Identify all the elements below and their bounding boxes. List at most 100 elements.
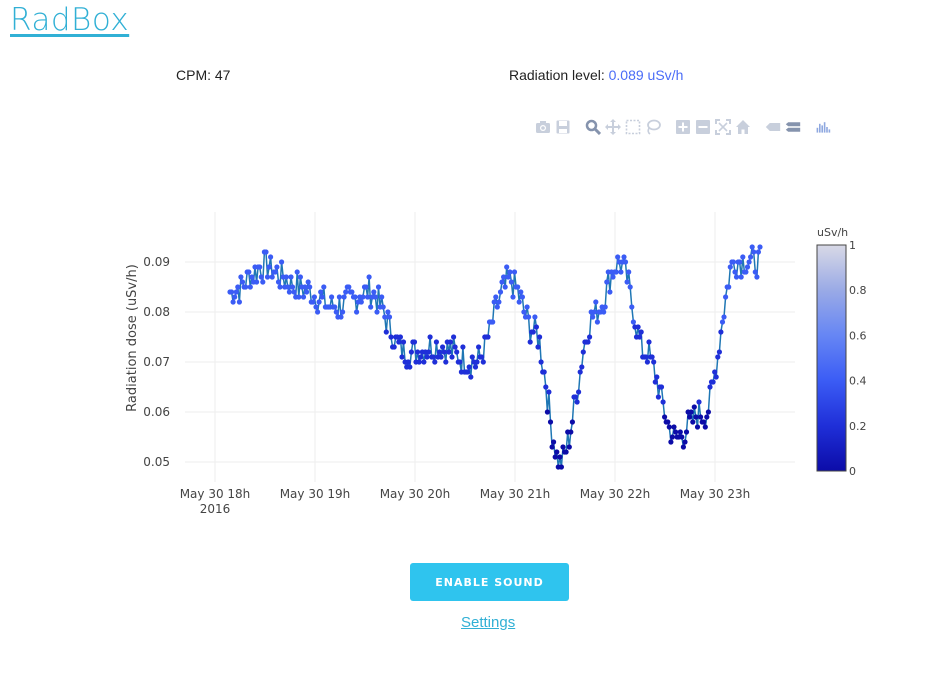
radbox-logo-link[interactable]: RadBox <box>10 2 130 38</box>
data-point <box>452 344 458 350</box>
autoscale-icon[interactable] <box>713 118 733 136</box>
data-point <box>354 309 360 315</box>
data-point <box>338 314 344 320</box>
data-point <box>371 289 377 295</box>
data-point <box>551 439 557 445</box>
data-point <box>441 349 447 355</box>
radiation-value: 0.089 uSv/h <box>608 67 684 83</box>
data-point <box>411 339 418 345</box>
data-point <box>744 264 751 270</box>
radiation-chart[interactable]: May 30 18h May 30 19h May 30 20h May 30 21h… <box>0 190 931 525</box>
data-point <box>315 309 321 315</box>
data-point <box>264 274 271 280</box>
data-point <box>652 379 658 385</box>
data-point <box>329 294 335 300</box>
home-icon[interactable] <box>733 118 753 136</box>
zoom-out-icon[interactable] <box>693 118 713 136</box>
data-point <box>730 259 737 265</box>
zoom-icon[interactable] <box>583 118 603 136</box>
data-point <box>497 289 504 295</box>
x-tick-label: May 30 19h <box>280 487 351 501</box>
y-axis: 0.05 0.06 0.07 0.08 0.09 <box>143 255 170 469</box>
data-point <box>321 284 327 290</box>
data-point <box>438 354 444 360</box>
data-point <box>544 409 551 415</box>
plotly-logo-icon[interactable] <box>813 118 833 136</box>
x-tick-label: May 30 21h <box>480 487 551 501</box>
data-point <box>755 249 762 255</box>
data-point <box>748 254 754 260</box>
data-point <box>660 399 666 405</box>
box-select-icon[interactable] <box>623 118 643 136</box>
data-point <box>637 334 643 340</box>
data-point <box>746 259 752 265</box>
zoom-in-icon[interactable] <box>673 118 693 136</box>
data-point <box>743 269 749 275</box>
data-point <box>372 294 378 300</box>
data-point <box>621 254 627 260</box>
data-point <box>701 419 707 425</box>
data-point <box>408 349 414 355</box>
settings-link[interactable]: Settings <box>461 614 516 631</box>
data-point <box>440 344 446 350</box>
data-point <box>526 314 532 320</box>
pan-icon[interactable] <box>603 118 623 136</box>
data-point <box>646 339 652 345</box>
data-point <box>516 299 522 305</box>
data-point <box>508 279 514 285</box>
data-point <box>673 429 679 435</box>
hover-compare-icon[interactable] <box>783 118 803 136</box>
data-point <box>754 274 760 280</box>
enable-sound-button[interactable]: ENABLE SOUND <box>410 563 569 601</box>
save-icon[interactable] <box>553 118 573 136</box>
y-tick-label: 0.07 <box>143 355 170 369</box>
data-point <box>368 304 374 310</box>
data-point <box>457 359 463 365</box>
data-point <box>532 314 538 320</box>
chart-grid <box>185 212 795 482</box>
data-point <box>294 269 300 275</box>
colorbar-tick-label: 0.4 <box>849 375 867 388</box>
data-point <box>239 279 246 285</box>
data-point <box>501 274 507 280</box>
data-point <box>732 269 738 275</box>
data-point <box>502 284 508 290</box>
data-point <box>274 264 280 270</box>
hover-closest-icon[interactable] <box>763 118 783 136</box>
data-point <box>449 354 455 360</box>
data-point <box>530 329 536 335</box>
cpm-label: CPM: <box>176 67 211 83</box>
data-point <box>587 334 593 340</box>
data-point <box>289 284 296 290</box>
data-point <box>493 294 499 300</box>
data-point <box>604 279 610 285</box>
data-point <box>375 284 382 290</box>
data-point <box>316 299 322 305</box>
data-point <box>421 359 427 365</box>
data-point <box>238 274 244 280</box>
data-point <box>696 399 702 405</box>
data-point <box>602 304 608 310</box>
data-point <box>537 334 543 340</box>
x-tick-sublabel: 2016 <box>200 502 231 516</box>
data-point <box>268 254 274 260</box>
data-point <box>382 314 388 320</box>
data-point <box>385 309 391 315</box>
data-point <box>494 304 500 310</box>
data-point <box>677 429 683 435</box>
colorbar-tick-label: 1 <box>849 239 856 252</box>
data-point <box>499 279 505 285</box>
data-point <box>490 319 496 325</box>
data-point <box>593 299 599 305</box>
colorbar-tick-label: 0 <box>849 465 856 478</box>
radiation-level-stat: Radiation level: 0.089 uSv/h <box>509 67 683 83</box>
lasso-icon[interactable] <box>643 118 663 136</box>
data-point <box>527 339 533 345</box>
data-point <box>576 389 582 395</box>
data-point <box>446 349 452 355</box>
data-point <box>658 384 665 390</box>
camera-icon[interactable] <box>533 118 553 136</box>
data-point <box>272 269 278 275</box>
data-point <box>574 399 580 405</box>
data-point <box>397 334 403 340</box>
